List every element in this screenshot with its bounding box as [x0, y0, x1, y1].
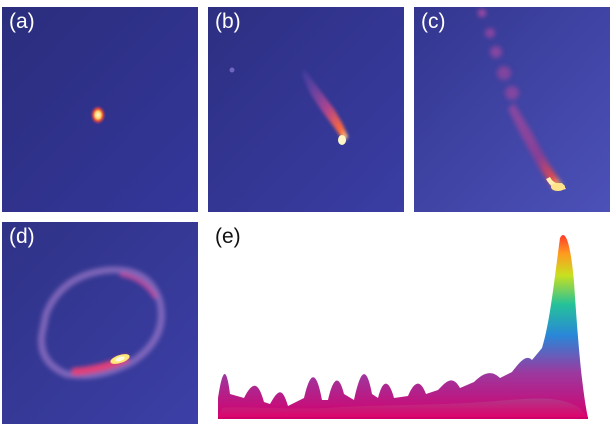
panel-c-image — [414, 7, 610, 212]
panel-d-label: (d) — [9, 225, 35, 248]
panel-a: (a) — [2, 7, 198, 212]
panel-a-label: (a) — [9, 10, 35, 33]
plume — [478, 9, 562, 189]
panel-e-label: (e) — [215, 225, 241, 248]
panel-d: (d) — [2, 222, 198, 424]
streak — [302, 69, 348, 141]
panel-e: (e) — [208, 222, 610, 424]
spot — [90, 105, 106, 125]
intensity-peaks — [218, 235, 588, 418]
panel-b-label: (b) — [215, 10, 241, 33]
panel-a-image — [2, 7, 198, 212]
panel-b: (b) — [208, 7, 404, 212]
panel-c-label: (c) — [421, 10, 446, 33]
panel-d-image — [2, 222, 198, 424]
panel-b-image — [208, 7, 404, 212]
panel-c: (c) — [414, 7, 610, 212]
panel-e-surface — [218, 235, 588, 419]
